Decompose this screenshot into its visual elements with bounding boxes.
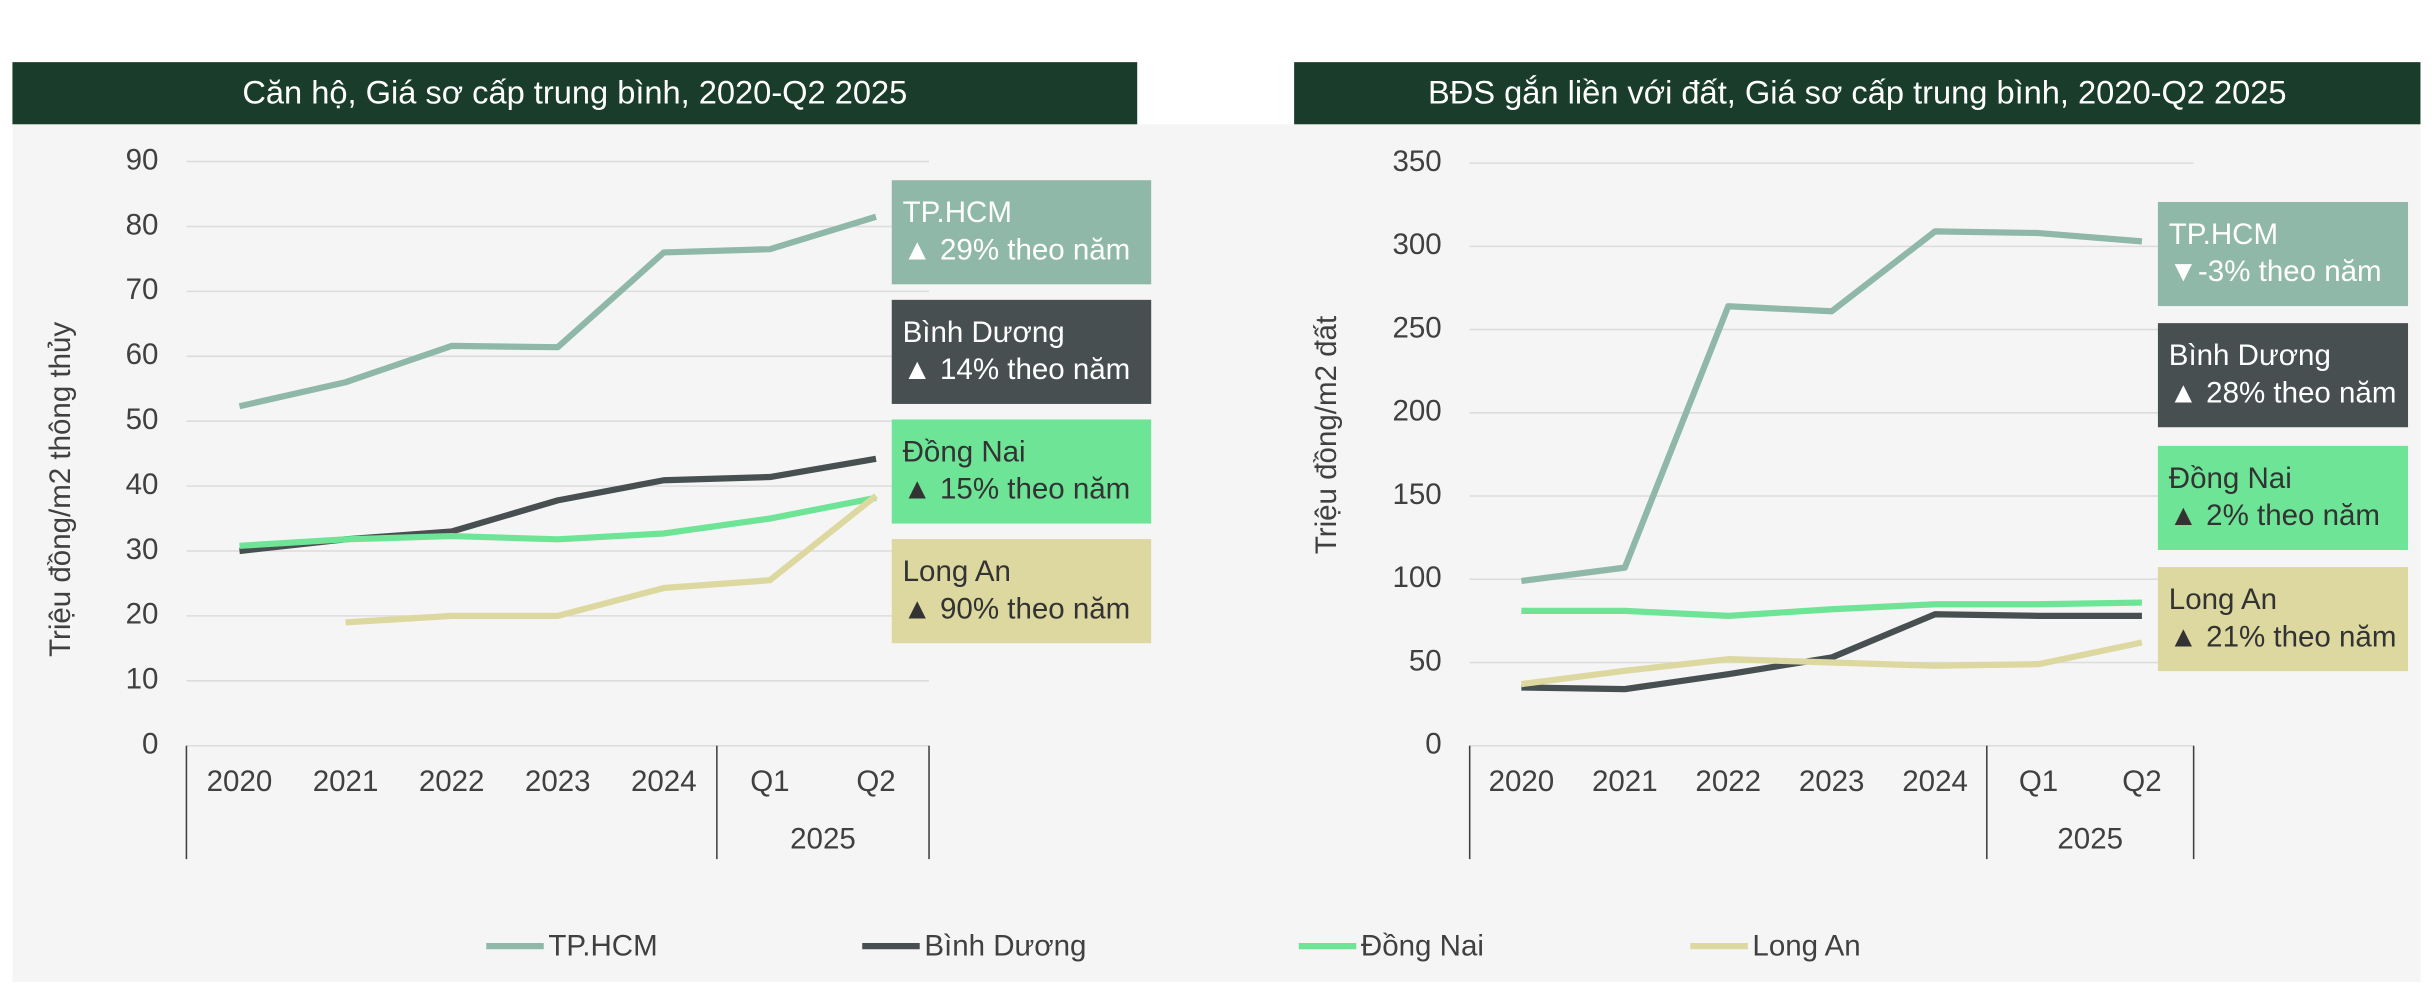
y-tick-label: 20 xyxy=(126,598,159,631)
annotation-name: Đồng Nai xyxy=(2169,462,2292,495)
chart-title: Căn hộ, Giá sơ cấp trung bình, 2020-Q2 2… xyxy=(242,73,907,110)
annotation-box xyxy=(891,180,1152,285)
x-tick-label: Q1 xyxy=(750,765,789,798)
annotation-name: TP.HCM xyxy=(903,196,1012,229)
y-tick-label: 100 xyxy=(1392,561,1441,594)
y-tick-label: 150 xyxy=(1392,478,1441,511)
annotation-note: ▲ 14% theo năm xyxy=(903,353,1131,386)
y-axis-title: Triệu đồng/m2 đất xyxy=(1310,316,1343,554)
annotation-box xyxy=(891,299,1152,404)
annotation-box xyxy=(2157,567,2409,672)
annotation-name: Đồng Nai xyxy=(903,435,1026,468)
legend-label: Bình Dương xyxy=(924,929,1086,962)
legend-label: Đồng Nai xyxy=(1361,929,1484,962)
legend-label: Long An xyxy=(1752,929,1860,962)
annotation-name: Long An xyxy=(903,555,1011,588)
x-tick-label: Q1 xyxy=(2019,765,2058,798)
x-group-label: 2025 xyxy=(790,822,856,855)
annotation-box xyxy=(2157,323,2409,428)
y-tick-label: 200 xyxy=(1392,395,1441,428)
y-tick-label: 300 xyxy=(1392,228,1441,261)
annotation-box xyxy=(891,419,1152,524)
x-tick-label: 2022 xyxy=(419,765,485,798)
annotation-box xyxy=(2157,201,2409,307)
y-axis-title: Triệu đồng/m2 thông thủy xyxy=(44,322,77,657)
x-group-label: 2025 xyxy=(2057,822,2123,855)
annotation-note: ▼-3% theo năm xyxy=(2169,255,2382,288)
y-tick-label: 50 xyxy=(1409,644,1442,677)
series-line xyxy=(1521,611,2142,693)
x-tick-label: 2021 xyxy=(313,765,379,798)
x-tick-label: 2020 xyxy=(207,765,273,798)
series-line xyxy=(1520,639,2143,688)
annotation-note: ▲ 21% theo năm xyxy=(2169,620,2397,653)
chart-header xyxy=(1294,62,2421,125)
x-tick-label: Q2 xyxy=(2122,765,2161,798)
series-line xyxy=(239,494,877,549)
annotation-name: TP.HCM xyxy=(2169,218,2278,251)
y-tick-label: 30 xyxy=(126,533,159,566)
x-tick-label: 2022 xyxy=(1695,765,1761,798)
chart-header xyxy=(12,62,1138,125)
x-tick-label: Q2 xyxy=(856,765,895,798)
series-line xyxy=(1521,599,2142,619)
y-tick-label: 40 xyxy=(126,468,159,501)
annotation-box xyxy=(2157,445,2409,550)
y-tick-label: 50 xyxy=(126,403,159,436)
x-tick-label: 2023 xyxy=(525,765,591,798)
y-tick-label: 0 xyxy=(1425,728,1441,761)
x-tick-label: 2021 xyxy=(1592,765,1658,798)
x-tick-label: 2024 xyxy=(631,765,697,798)
panel xyxy=(12,124,2421,982)
y-tick-label: 70 xyxy=(126,273,159,306)
y-tick-label: 250 xyxy=(1392,311,1441,344)
y-tick-label: 90 xyxy=(126,143,159,176)
y-tick-label: 80 xyxy=(126,208,159,241)
x-tick-label: 2023 xyxy=(1799,765,1865,798)
series-line xyxy=(345,493,878,626)
chart-title: BĐS gắn liền với đất, Giá sơ cấp trung b… xyxy=(1428,73,2287,110)
annotation-note: ▲ 28% theo năm xyxy=(2169,376,2397,409)
annotation-note: ▲ 29% theo năm xyxy=(903,233,1131,266)
annotation-name: Bình Dương xyxy=(2169,339,2331,372)
y-tick-label: 350 xyxy=(1392,145,1441,178)
annotation-note: ▲ 90% theo năm xyxy=(903,592,1131,625)
y-tick-label: 0 xyxy=(142,728,158,761)
series-line xyxy=(238,213,877,410)
series-line xyxy=(1520,228,2143,585)
annotation-note: ▲ 15% theo năm xyxy=(903,473,1131,506)
x-tick-label: 2020 xyxy=(1489,765,1555,798)
annotation-name: Bình Dương xyxy=(903,316,1065,349)
annotation-note: ▲ 2% theo năm xyxy=(2169,499,2380,532)
annotation-box xyxy=(891,539,1152,644)
legend-label: TP.HCM xyxy=(548,929,657,962)
y-tick-label: 60 xyxy=(126,338,159,371)
x-tick-label: 2024 xyxy=(1902,765,1968,798)
y-tick-label: 10 xyxy=(126,663,159,696)
annotation-name: Long An xyxy=(2169,583,2277,616)
